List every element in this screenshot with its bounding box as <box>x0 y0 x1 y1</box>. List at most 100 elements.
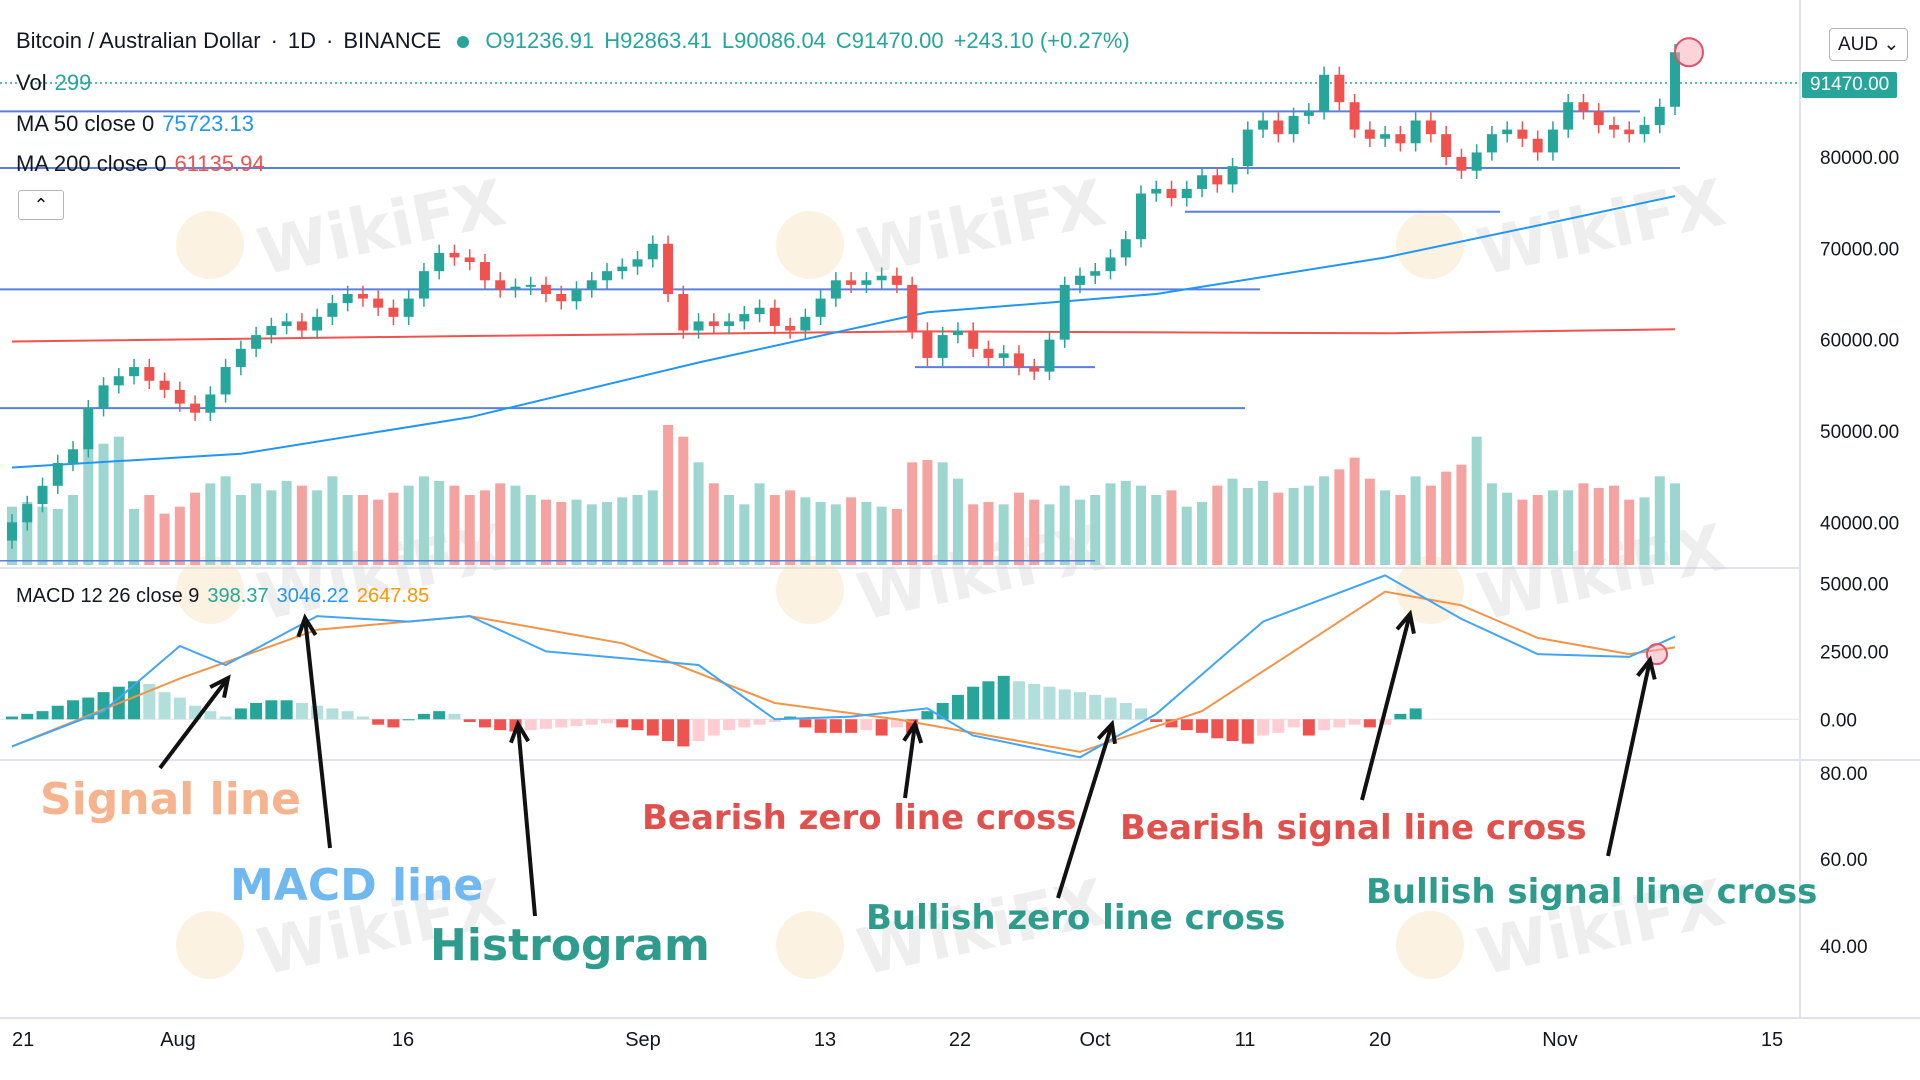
candle-body <box>800 316 811 331</box>
candle-body <box>647 243 658 260</box>
candle-body <box>1593 111 1604 126</box>
volume-bar <box>724 495 735 565</box>
volume-legend[interactable]: Vol 299 <box>16 70 99 96</box>
watermark-logo-icon <box>1396 211 1464 279</box>
macd-signal-line <box>11 590 1676 753</box>
volume-bar <box>388 492 399 565</box>
candle-body <box>1441 134 1452 157</box>
ma200-legend[interactable]: MA 200 close 0 61135.94 <box>16 151 273 177</box>
candle-body <box>1105 257 1116 272</box>
annotation-bullish-zero-cross: Bullish zero line cross <box>866 898 1286 938</box>
annotation-arrow <box>1606 659 1652 857</box>
candle-body <box>1242 129 1253 167</box>
volume-bar <box>1303 485 1314 565</box>
macd-histogram-bar <box>128 681 141 720</box>
candle-body <box>846 280 857 285</box>
volume-bar <box>617 497 628 565</box>
macd-histogram-bar <box>372 719 385 725</box>
macd-histogram-bar <box>860 719 873 731</box>
candle-body <box>1425 120 1436 135</box>
candle-body <box>113 376 124 386</box>
volume-bar <box>113 436 124 565</box>
price-axis-label: 60000.00 <box>1820 331 1899 352</box>
candle-body <box>1364 129 1375 139</box>
candle-body <box>922 330 933 358</box>
volume-bar <box>1639 497 1650 565</box>
candle-body <box>1120 239 1131 258</box>
candle-body <box>98 385 109 409</box>
macd-histogram-bar <box>662 719 675 741</box>
annotation-bullish-signal-cross: Bullish signal line cross <box>1366 872 1818 912</box>
candle-body <box>495 280 506 290</box>
volume-bar <box>861 502 872 565</box>
macd-histogram-bar <box>21 713 34 720</box>
symbol-name[interactable]: Bitcoin / Australian Dollar <box>16 28 261 53</box>
volume-bar <box>235 495 246 565</box>
watermark-logo-icon <box>1396 556 1464 624</box>
ma200-value: 61135.94 <box>174 151 265 176</box>
volume-bar <box>159 513 170 565</box>
macd-histogram-bar <box>1379 719 1392 725</box>
macd-histogram-bar <box>448 713 461 720</box>
macd-histogram-bar <box>1089 694 1102 720</box>
time-axis-label: 15 <box>1761 1029 1783 1051</box>
volume-bar <box>1120 481 1131 565</box>
volume-bar <box>1029 499 1040 565</box>
candle-body <box>174 389 185 404</box>
macd-histogram-bar <box>799 719 812 728</box>
candle-body <box>1288 115 1299 135</box>
volume-bar <box>357 495 368 565</box>
candle-body <box>1303 111 1314 116</box>
volume-bar <box>846 497 857 565</box>
macd-histogram-bar <box>677 719 690 747</box>
candle-body <box>1151 188 1162 194</box>
volume-bar <box>174 506 185 565</box>
volume-bar <box>1380 490 1391 565</box>
volume-bar <box>37 506 48 565</box>
candle-body <box>1502 129 1513 135</box>
candle-body <box>1608 125 1619 130</box>
macd-histogram-bar <box>570 719 583 727</box>
macd-histogram-bar <box>1333 719 1346 728</box>
macd-legend[interactable]: MACD 12 26 close 9 398.37 3046.22 2647.85 <box>16 585 437 608</box>
volume-bar <box>1059 485 1070 565</box>
candle-body <box>724 321 735 326</box>
candle-body <box>1197 175 1208 189</box>
volume-bar <box>1547 490 1558 565</box>
macd-histogram-bar <box>341 711 354 720</box>
candle-body <box>357 294 368 299</box>
macd-hist-value: 398.37 <box>207 585 269 607</box>
macd-histogram-bar <box>1104 697 1117 720</box>
chevron-down-icon: ⌄ <box>1883 34 1900 55</box>
macd-histogram-bar <box>1119 703 1132 720</box>
candle-body <box>876 275 887 281</box>
macd-histogram-bar <box>555 719 568 728</box>
currency-selector[interactable]: AUD ⌄ <box>1829 28 1909 61</box>
last-price-marker <box>1674 37 1704 68</box>
interval-label[interactable]: 1D <box>287 28 317 53</box>
volume-bar <box>678 436 689 565</box>
macd-histogram-bar <box>631 719 644 731</box>
ohlc-high: H92863.41 <box>604 28 712 53</box>
candle-body <box>769 307 780 326</box>
vol-value: 299 <box>54 70 92 95</box>
macd-histogram-bar <box>36 711 49 720</box>
volume-bar <box>312 490 323 565</box>
ma50-legend[interactable]: MA 50 close 0 75723.13 <box>16 111 262 137</box>
volume-bar <box>907 462 918 565</box>
candle-body <box>1044 339 1055 372</box>
macd-histogram-bar <box>692 719 705 741</box>
macd-histogram-bar <box>1241 719 1254 744</box>
macd-line-value: 3046.22 <box>276 585 349 607</box>
candle-body <box>1532 138 1543 153</box>
candle-body <box>1349 102 1360 130</box>
candle-body <box>1410 120 1421 144</box>
market-status-icon <box>457 36 470 49</box>
volume-bar <box>1395 495 1406 565</box>
macd-histogram-bar <box>723 719 736 731</box>
time-axis-label: Oct <box>1079 1029 1111 1051</box>
candle-body <box>1395 134 1406 144</box>
collapse-legend-button[interactable]: ⌃ <box>18 190 64 220</box>
volume-bar <box>129 509 140 565</box>
